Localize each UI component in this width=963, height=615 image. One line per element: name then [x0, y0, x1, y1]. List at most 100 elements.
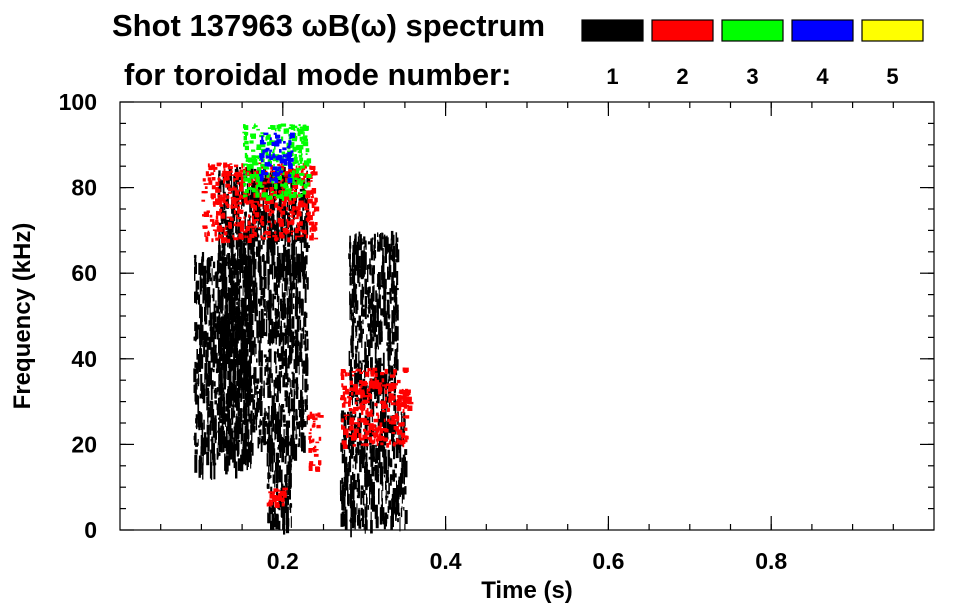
- spectrum-cell: [209, 214, 213, 218]
- spectrum-cell: [266, 135, 269, 140]
- spectrum-cell: [223, 436, 227, 443]
- legend-swatch-mode-3: [721, 19, 784, 42]
- spectrum-cell: [292, 209, 295, 212]
- spectrum-cell: [266, 502, 272, 507]
- spectrum-cell: [210, 415, 214, 423]
- spectrum-cell: [352, 244, 356, 255]
- spectrum-cell: [250, 388, 253, 393]
- spectrum-cell: [269, 139, 273, 146]
- spectrum-cell: [288, 401, 290, 416]
- spectrum-cell: [220, 425, 222, 443]
- spectrum-cell: [393, 356, 396, 369]
- spectrum-cell: [211, 196, 215, 200]
- spectrum-cell: [265, 358, 267, 363]
- spectrum-cell: [236, 413, 238, 424]
- spectrum-cell: [367, 241, 371, 245]
- spectrum-cell: [303, 138, 308, 142]
- spectrum-cell: [280, 330, 283, 343]
- spectrum-cell: [229, 163, 233, 165]
- spectrum-cell: [223, 173, 225, 176]
- spectrum-cell: [265, 170, 268, 173]
- spectrum-cell: [379, 434, 381, 449]
- spectrum-cell: [270, 294, 272, 308]
- spectrum-cell: [368, 436, 373, 441]
- spectrum-cell: [205, 436, 207, 441]
- spectrum-cell: [306, 217, 309, 223]
- spectrum-cell: [274, 470, 276, 488]
- spectrum-cell: [195, 325, 197, 334]
- spectrum-cell: [239, 220, 245, 224]
- spectrum-cell: [202, 388, 206, 404]
- spectrum-cell: [236, 351, 238, 366]
- spectrum-cell: [363, 420, 369, 425]
- spectrum-cell: [232, 410, 236, 418]
- spectrum-cell: [274, 308, 277, 316]
- spectrum-cell: [301, 358, 303, 367]
- spectrum-cell: [205, 349, 209, 362]
- spectrum-cell: [393, 395, 396, 399]
- spectrum-cell: [217, 287, 220, 302]
- spectrum-cell: [283, 141, 286, 144]
- spectrum-cell: [273, 379, 275, 387]
- spectrum-cell: [350, 507, 353, 518]
- spectrum-cell: [364, 278, 367, 295]
- spectrum-cell: [364, 341, 367, 355]
- spectrum-cell: [291, 336, 295, 348]
- spectrum-cell: [212, 261, 216, 269]
- spectrum-cell: [272, 293, 275, 311]
- spectrum-cell: [277, 246, 279, 257]
- spectrum-cell: [250, 394, 254, 403]
- spectrum-cell: [240, 342, 244, 351]
- spectrum-cell: [274, 393, 277, 397]
- spectrum-cell: [391, 494, 394, 504]
- spectrum-cell: [217, 194, 223, 197]
- spectrum-cell: [348, 350, 351, 366]
- spectrum-cell: [205, 383, 208, 397]
- spectrum-cell: [267, 283, 270, 289]
- spectrum-cell: [274, 423, 277, 433]
- spectrum-cell: [343, 401, 348, 404]
- spectrum-cell: [375, 444, 377, 448]
- spectrum-cell: [364, 461, 368, 469]
- spectrum-cell: [207, 261, 210, 280]
- spectrum-cell: [339, 492, 343, 495]
- spectrum-cell: [391, 507, 394, 525]
- spectrum-cell: [372, 378, 375, 382]
- spectrum-cell: [211, 177, 216, 181]
- spectrum-cell: [248, 303, 251, 316]
- spectrum-cell: [376, 379, 380, 385]
- spectrum-cell: [267, 226, 269, 230]
- spectrum-cell: [249, 281, 252, 287]
- spectrum-cell: [247, 388, 251, 406]
- spectrum-cell: [228, 266, 231, 283]
- spectrum-cell: [371, 424, 376, 428]
- spectrum-cell: [385, 495, 387, 504]
- spectrum-cell: [388, 251, 391, 267]
- spectrum-cell: [212, 288, 215, 302]
- spectrum-cell: [273, 193, 277, 197]
- spectrum-cell: [211, 327, 214, 343]
- spectrum-cell: [285, 266, 287, 283]
- spectrum-cell: [277, 303, 279, 313]
- spectrum-cell: [265, 153, 272, 157]
- spectrum-cell: [245, 229, 247, 245]
- spectrum-cell: [310, 171, 316, 176]
- spectrum-cell: [293, 394, 296, 413]
- spectrum-cell: [382, 255, 384, 268]
- spectrum-cell: [396, 395, 402, 398]
- spectrum-cell: [275, 235, 278, 239]
- spectrum-cell: [272, 410, 276, 419]
- spectrum-cell: [285, 363, 288, 380]
- spectrum-cell: [218, 327, 222, 334]
- spectrum-cell: [278, 420, 281, 437]
- spectrum-cell: [342, 440, 347, 445]
- y-tick-label: 60: [71, 260, 97, 286]
- spectrum-cell: [248, 293, 250, 307]
- spectrum-cell: [380, 372, 385, 376]
- spectrum-cell: [400, 492, 402, 495]
- spectrum-cell: [221, 339, 224, 346]
- spectrum-cell: [289, 172, 292, 175]
- spectrum-cell: [395, 315, 397, 322]
- spectrum-cell: [289, 408, 292, 412]
- spectrum-cell: [219, 396, 223, 401]
